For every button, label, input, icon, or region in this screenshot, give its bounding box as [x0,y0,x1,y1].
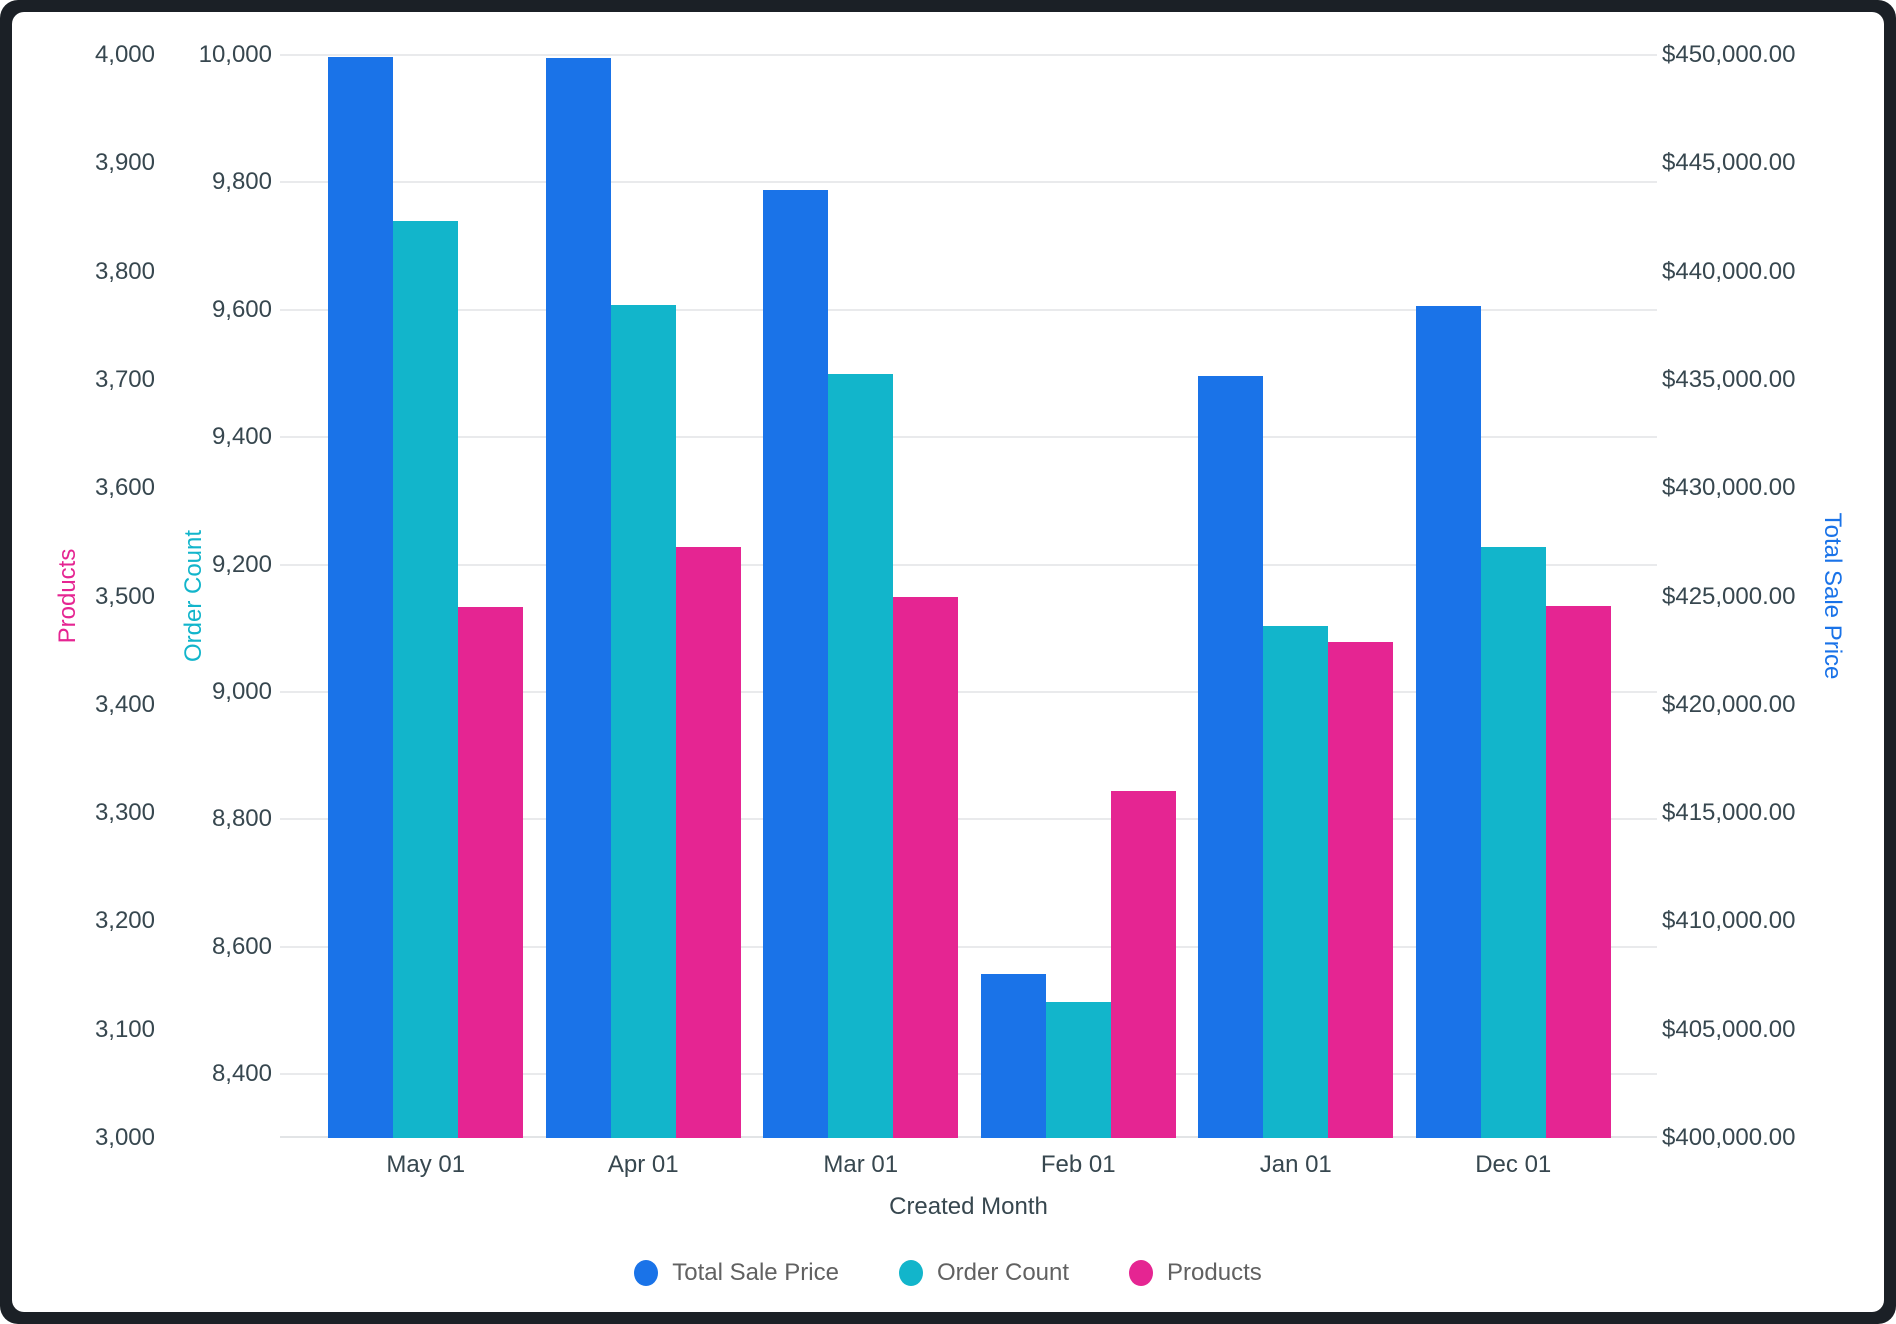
x-tick-label-dec-01: Dec 01 [1475,1151,1552,1178]
gridline [280,945,1657,948]
tick-label: $405,000.00 [1662,1015,1796,1043]
x-tick-label-apr-01: Apr 01 [607,1151,679,1178]
tick-label: 4,000 [94,41,155,68]
tick-label: 8,800 [211,805,272,833]
chart-card: 4,000 3,900 3,800 3,700 3,600 3,500 3,400 3,300… [12,12,1884,1312]
legend-item-products[interactable]: Products [1129,1260,1262,1286]
x-tick-label-may-01: May 01 [386,1151,466,1178]
bar-products-jan-01[interactable] [1328,642,1394,1138]
tick-label: $430,000.00 [1662,474,1796,502]
bar-total-sale-price-mar-01[interactable] [763,190,829,1138]
tick-label: 3,500 [94,582,155,610]
products-axis-title: Products [54,548,81,644]
tick-label: $445,000.00 [1662,149,1796,177]
x-tick-label-feb-01: Feb 01 [1040,1151,1116,1178]
tick-label: 3,000 [94,1124,155,1151]
tick-label: 9,000 [211,678,272,706]
products-axis-ticks: 4,000 3,900 3,800 3,700 3,600 3,500 3,400 3,300… [55,43,155,1150]
tick-label: 8,400 [211,1060,272,1088]
bar-products-apr-01[interactable] [675,546,741,1138]
tick-label: $425,000.00 [1662,582,1796,610]
legend-swatch-icon [634,1260,659,1286]
gridline [280,436,1657,439]
bar-products-dec-01[interactable] [1545,606,1611,1138]
legend: Total Sale Price Order Count Products [12,1255,1884,1291]
x-axis-tick-labels: May 01 Apr 01 Mar 01 Feb 01 Jan 01 Dec 01 [317,1150,1622,1180]
tick-label: 3,100 [94,1015,155,1043]
gridline [280,54,1657,56]
tick-label: $410,000.00 [1662,907,1796,935]
tick-label: $400,000.00 [1662,1124,1796,1151]
bar-group-apr-01 [535,55,753,1138]
bar-products-may-01[interactable] [458,607,524,1138]
gridline [280,308,1657,311]
bar-total-sale-price-feb-01[interactable] [980,974,1046,1138]
x-tick-label-mar-01: Mar 01 [823,1151,899,1178]
gridline [280,563,1657,566]
tick-label: 9,200 [211,550,272,578]
tick-label: 3,300 [94,799,155,827]
tick-label: 3,900 [94,149,155,177]
tick-label: 9,600 [211,295,272,323]
tick-label: 10,000 [198,41,272,68]
bar-total-sale-price-jan-01[interactable] [1198,376,1264,1138]
tick-label: $440,000.00 [1662,257,1796,285]
bar-order-count-jan-01[interactable] [1263,625,1329,1138]
legend-label: Order Count [936,1259,1070,1286]
x-tick-label-jan-01: Jan 01 [1259,1151,1332,1178]
total-sale-price-axis-title: Total Sale Price [1819,512,1846,680]
tick-label: 3,600 [94,474,155,502]
tick-label: 9,400 [211,423,272,451]
tick-label: $450,000.00 [1662,41,1796,68]
bar-plot [317,55,1622,1138]
bar-group-jan-01 [1187,55,1405,1138]
tick-label: 3,400 [94,690,155,718]
plot-area [280,54,1657,1138]
bar-group-mar-01 [752,55,970,1138]
legend-item-order-count[interactable]: Order Count [898,1259,1070,1286]
bar-order-count-dec-01[interactable] [1480,547,1546,1138]
bar-total-sale-price-dec-01[interactable] [1415,306,1481,1138]
gridline [280,818,1657,821]
bar-group-feb-01 [970,55,1188,1138]
tick-label: 3,200 [94,907,155,935]
legend-item-total-sale-price[interactable]: Total Sale Price [634,1260,839,1286]
total-sale-price-axis-ticks: $450,000.00 $445,000.00 $440,000.00 $435,00… [1662,43,1872,1150]
tick-label: 9,800 [211,168,272,196]
gridline [280,691,1657,694]
tick-label: $420,000.00 [1662,690,1796,718]
gridline [280,181,1657,184]
tick-label: 3,700 [94,365,155,393]
tick-label: $415,000.00 [1662,799,1796,827]
bar-products-feb-01[interactable] [1110,791,1176,1138]
order-count-axis-title: Order Count [180,529,207,663]
legend-label: Total Sale Price [672,1259,839,1286]
tick-label: $435,000.00 [1662,365,1796,393]
legend-swatch-icon [1129,1260,1154,1286]
bar-total-sale-price-may-01[interactable] [328,57,394,1138]
bar-group-may-01 [317,55,535,1138]
bar-group-dec-01 [1405,55,1623,1138]
bar-products-mar-01[interactable] [893,596,959,1138]
bar-order-count-may-01[interactable] [393,220,459,1138]
order-count-axis-ticks: 10,000 9,800 9,600 9,400 9,200 9,000 8,800 8,60… [162,43,272,1138]
bar-order-count-apr-01[interactable] [610,305,676,1138]
bar-total-sale-price-apr-01[interactable] [545,58,611,1138]
x-axis-baseline [280,1136,1657,1138]
tick-label: 3,800 [94,257,155,285]
bar-order-count-feb-01[interactable] [1045,1001,1111,1138]
legend-swatch-icon [898,1260,923,1286]
bar-order-count-mar-01[interactable] [828,373,894,1138]
tick-label: 8,600 [211,932,272,960]
gridline [280,1073,1657,1076]
x-axis-title: Created Month [889,1193,1048,1220]
legend-label: Products [1167,1259,1262,1286]
